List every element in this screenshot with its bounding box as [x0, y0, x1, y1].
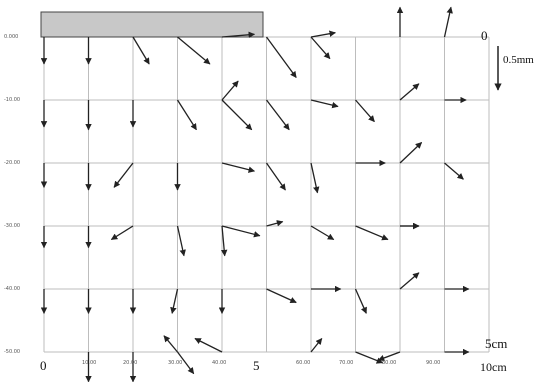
displacement-vector: [443, 6, 453, 38]
displacement-vector: [265, 99, 290, 131]
displacement-vector: [377, 351, 401, 362]
displacement-vector: [399, 272, 420, 290]
y-tick-label: -50.00: [4, 349, 21, 355]
displacement-vector: [310, 225, 335, 241]
displacement-vector: [266, 288, 297, 304]
displacement-vector: [221, 31, 256, 39]
displacement-vector: [220, 225, 228, 257]
loading-plate: [40, 11, 264, 38]
displacement-vector: [113, 162, 134, 188]
displacement-vector: [221, 225, 261, 238]
y-tick-label: -30.00: [4, 223, 21, 229]
displacement-vector: [176, 99, 197, 131]
x-mid-label: 5: [253, 358, 260, 373]
x-tick-label: 30.00: [168, 360, 183, 366]
displacement-vector: [176, 225, 186, 257]
y-tick-label: -10.00: [4, 97, 21, 103]
displacement-vector: [355, 225, 389, 241]
displacement-vector: [266, 220, 284, 227]
displacement-vector: [399, 142, 423, 164]
displacement-vector: [310, 162, 320, 194]
displacement-vector: [221, 99, 253, 131]
displacement-vector: [354, 288, 367, 314]
displacement-vector: [132, 36, 150, 65]
y-tick-label: -40.00: [4, 286, 21, 292]
displacement-vector: [221, 80, 239, 101]
displacement-vector: [310, 30, 336, 38]
displacement-vector: [194, 337, 223, 353]
displacement-vector: [177, 36, 211, 65]
x-tick-label: 10.00: [82, 360, 97, 366]
x-end-label: 10cm: [480, 360, 507, 374]
y-origin-label: 0: [481, 28, 488, 43]
vector-field: [40, 6, 470, 382]
x-tick-label: 40.00: [212, 360, 227, 366]
x-tick-label: 90.00: [426, 360, 441, 366]
x-tick-label: 20.00: [123, 360, 138, 366]
displacement-vector: [265, 162, 286, 191]
displacement-vector: [355, 99, 375, 123]
displacement-vector: [444, 162, 464, 180]
x-tick-label: 70.00: [339, 360, 354, 366]
scale-label: 0.5mm: [503, 54, 534, 66]
displacement-vector: [170, 288, 179, 314]
displacement-vector: [221, 162, 256, 173]
x-origin-label: 0: [40, 358, 47, 373]
displacement-vector: [110, 225, 134, 241]
grid: [43, 36, 490, 353]
displacement-vector: [399, 83, 420, 101]
x-tick-label: 80.00: [382, 360, 397, 366]
displacement-vector: [355, 351, 384, 364]
displacement-vector: [163, 335, 178, 353]
displacement-vector: [176, 351, 195, 375]
displacement-vector: [310, 337, 323, 353]
displacement-vector: [310, 36, 331, 60]
displacement-vector: [265, 36, 297, 79]
x-tick-label: 60.00: [296, 360, 311, 366]
y-depth-label: 5cm: [485, 336, 508, 351]
y-tick-label: 0.000: [4, 34, 19, 40]
y-tick-label: -20.00: [4, 160, 21, 166]
displacement-vector: [310, 99, 339, 109]
